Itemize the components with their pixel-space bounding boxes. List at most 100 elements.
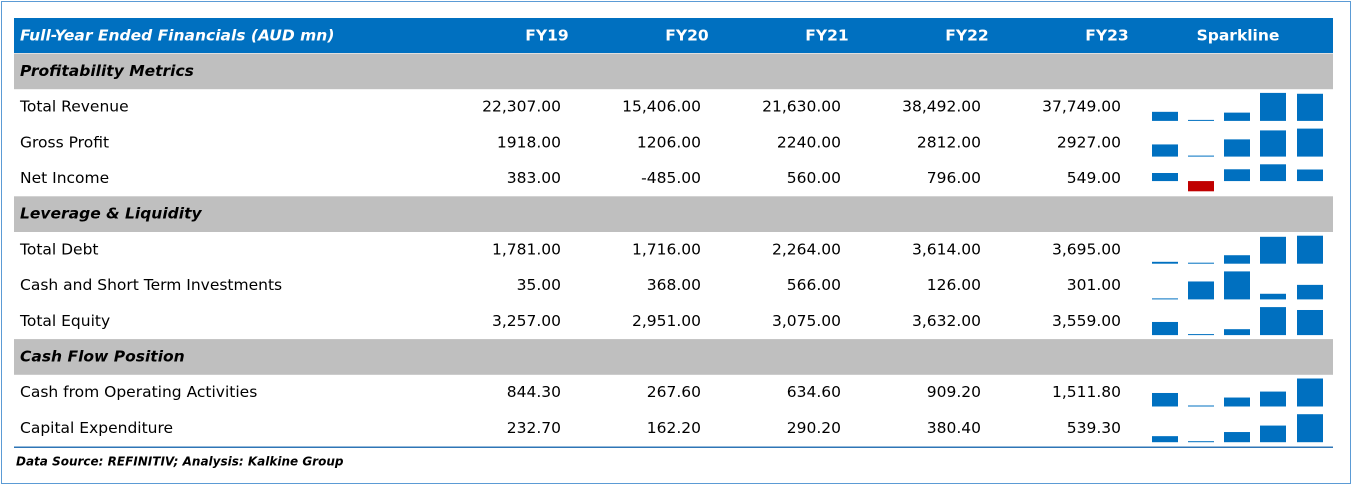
- cell-value: 1206.00: [637, 133, 701, 151]
- cell-value: 3,695.00: [1052, 240, 1121, 258]
- section-title: Profitability Metrics: [20, 62, 194, 80]
- cell-value: 301.00: [1067, 276, 1121, 294]
- sparkline-bar: [1297, 414, 1323, 443]
- header-cell: Sparkline: [1197, 27, 1280, 45]
- cell-value: 35.00: [517, 276, 561, 294]
- sparkline-bar: [1188, 441, 1214, 443]
- footnote: Data Source: REFINITIV; Analysis: Kalkin…: [16, 455, 344, 469]
- cell-value: 290.20: [787, 419, 841, 437]
- cell-value: 1,511.80: [1052, 383, 1121, 401]
- cell-value: 2240.00: [777, 133, 841, 151]
- sparkline-bar: [1152, 436, 1178, 443]
- sparkline-bar: [1297, 378, 1323, 407]
- sparkline-bar: [1224, 397, 1250, 407]
- header-cell: FY21: [805, 27, 848, 45]
- sparkline-bar: [1297, 284, 1323, 300]
- cell-value: 37,749.00: [1042, 98, 1121, 116]
- row-label: Total Debt: [19, 240, 99, 258]
- cell-value: 3,075.00: [772, 312, 841, 330]
- sparkline-bar: [1224, 139, 1250, 157]
- cell-value: 380.40: [927, 419, 981, 437]
- cell-value: 383.00: [507, 169, 561, 187]
- header-cell: Full-Year Ended Financials (AUD mn): [20, 27, 334, 45]
- sparkline-bar: [1260, 307, 1286, 336]
- sparkline-bar: [1297, 128, 1323, 157]
- sparkline-bar: [1224, 112, 1250, 121]
- cell-value: 3,632.00: [912, 312, 981, 330]
- cell-value: -485.00: [641, 169, 701, 187]
- sparkline-bar: [1188, 334, 1214, 336]
- sparkline-bar: [1260, 130, 1286, 157]
- cell-value: 3,559.00: [1052, 312, 1121, 330]
- row-label: Cash from Operating Activities: [20, 383, 257, 401]
- section-title: Leverage & Liquidity: [20, 205, 202, 223]
- sparkline-bar: [1188, 405, 1214, 407]
- row-label: Gross Profit: [20, 133, 109, 151]
- sparkline-bar: [1152, 261, 1178, 264]
- cell-value: 2927.00: [1057, 133, 1121, 151]
- header-row: [14, 18, 1333, 53]
- cell-value: 909.20: [927, 383, 981, 401]
- cell-value: 560.00: [787, 169, 841, 187]
- cell-value: 15,406.00: [622, 98, 701, 116]
- cell-value: 126.00: [927, 276, 981, 294]
- cell-value: 844.30: [507, 383, 561, 401]
- sparkline-bar: [1188, 281, 1214, 300]
- sparkline-bar: [1224, 432, 1250, 443]
- cell-value: 549.00: [1067, 169, 1121, 187]
- cell-value: 2,951.00: [632, 312, 701, 330]
- row-label: Net Income: [20, 169, 109, 187]
- sparkline-bar: [1297, 235, 1323, 264]
- cell-value: 3,257.00: [492, 312, 561, 330]
- sparkline-bar: [1152, 392, 1178, 407]
- sparkline-bar: [1224, 329, 1250, 336]
- cell-value: 1918.00: [497, 133, 561, 151]
- section-row: [14, 196, 1333, 232]
- sparkline-bar: [1260, 293, 1286, 300]
- sparkline-bar: [1297, 309, 1323, 336]
- cell-value: 162.20: [647, 419, 701, 437]
- cell-value: 2,264.00: [772, 240, 841, 258]
- header-cell: FY22: [945, 27, 988, 45]
- sparkline-bar: [1260, 391, 1286, 407]
- cell-value: 38,492.00: [902, 98, 981, 116]
- header-cell: FY20: [665, 27, 709, 45]
- sparkline-bar: [1188, 119, 1214, 121]
- sparkline-bar: [1152, 173, 1178, 182]
- cell-value: 1,716.00: [632, 240, 701, 258]
- sparkline-bar: [1188, 262, 1214, 264]
- sparkline-bar: [1297, 169, 1323, 182]
- row-label: Total Revenue: [19, 98, 129, 116]
- cell-value: 796.00: [927, 169, 981, 187]
- sparkline-bar: [1152, 298, 1178, 300]
- sparkline-bar: [1224, 271, 1250, 300]
- cell-value: 21,630.00: [762, 98, 841, 116]
- header-cell: FY23: [1085, 27, 1128, 45]
- section-title: Cash Flow Position: [20, 347, 185, 365]
- header-cell: FY19: [525, 27, 568, 45]
- sparkline-bar: [1152, 144, 1178, 157]
- sparkline-bar: [1260, 164, 1286, 182]
- cell-value: 2812.00: [917, 133, 981, 151]
- sparkline-bar: [1188, 181, 1214, 192]
- cell-value: 539.30: [1067, 419, 1121, 437]
- sparkline-bar: [1152, 111, 1178, 121]
- cell-value: 1,781.00: [492, 240, 561, 258]
- sparkline-bar: [1260, 236, 1286, 264]
- cell-value: 22,307.00: [482, 98, 561, 116]
- row-label: Total Equity: [19, 312, 110, 330]
- cell-value: 3,614.00: [912, 240, 981, 258]
- sparkline-bar: [1152, 321, 1178, 336]
- sparkline-bar: [1188, 155, 1214, 157]
- sparkline-bar: [1224, 169, 1250, 182]
- sparkline-bar: [1260, 425, 1286, 443]
- cell-value: 267.60: [647, 383, 701, 401]
- cell-value: 368.00: [647, 276, 701, 294]
- row-label: Capital Expenditure: [20, 419, 173, 437]
- section-row: [14, 339, 1333, 375]
- sparkline-bar: [1260, 92, 1286, 121]
- cell-value: 566.00: [787, 276, 841, 294]
- sparkline-bar: [1224, 255, 1250, 264]
- row-label: Cash and Short Term Investments: [20, 276, 282, 294]
